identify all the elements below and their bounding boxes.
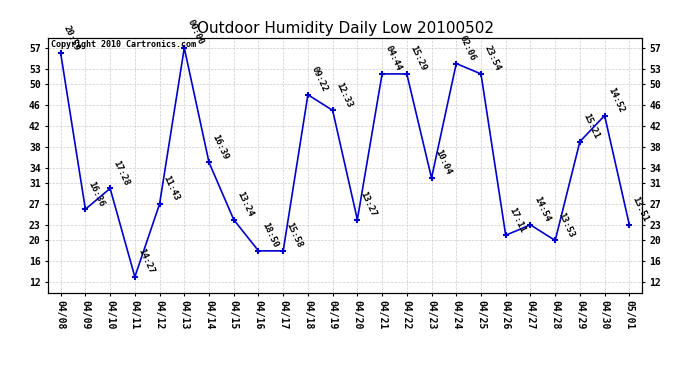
Title: Outdoor Humidity Daily Low 20100502: Outdoor Humidity Daily Low 20100502 xyxy=(197,21,493,36)
Text: 13:27: 13:27 xyxy=(359,190,378,218)
Text: 17:11: 17:11 xyxy=(507,206,526,234)
Text: 15:29: 15:29 xyxy=(408,44,428,72)
Text: 15:58: 15:58 xyxy=(284,221,304,249)
Text: 16:39: 16:39 xyxy=(210,133,230,161)
Text: 17:28: 17:28 xyxy=(112,159,131,187)
Text: 16:36: 16:36 xyxy=(87,180,106,208)
Text: 15:21: 15:21 xyxy=(581,112,601,140)
Text: 10:04: 10:04 xyxy=(433,148,453,177)
Text: 23:54: 23:54 xyxy=(482,44,502,72)
Text: 11:43: 11:43 xyxy=(161,174,181,202)
Text: Copyright 2010 Cartronics.com: Copyright 2010 Cartronics.com xyxy=(51,40,196,49)
Text: 14:27: 14:27 xyxy=(136,248,156,276)
Text: 13:24: 13:24 xyxy=(235,190,255,218)
Text: 14:54: 14:54 xyxy=(532,195,551,223)
Text: 13:51: 13:51 xyxy=(631,195,650,223)
Text: 04:44: 04:44 xyxy=(384,44,403,72)
Text: 09:22: 09:22 xyxy=(309,65,329,93)
Text: 20:59: 20:59 xyxy=(62,24,81,52)
Text: 12:33: 12:33 xyxy=(334,81,353,109)
Text: 13:53: 13:53 xyxy=(557,211,576,239)
Text: 00:00: 00:00 xyxy=(186,18,205,46)
Text: 02:06: 02:06 xyxy=(457,34,477,62)
Text: 14:52: 14:52 xyxy=(606,86,626,114)
Text: 18:50: 18:50 xyxy=(260,221,279,249)
